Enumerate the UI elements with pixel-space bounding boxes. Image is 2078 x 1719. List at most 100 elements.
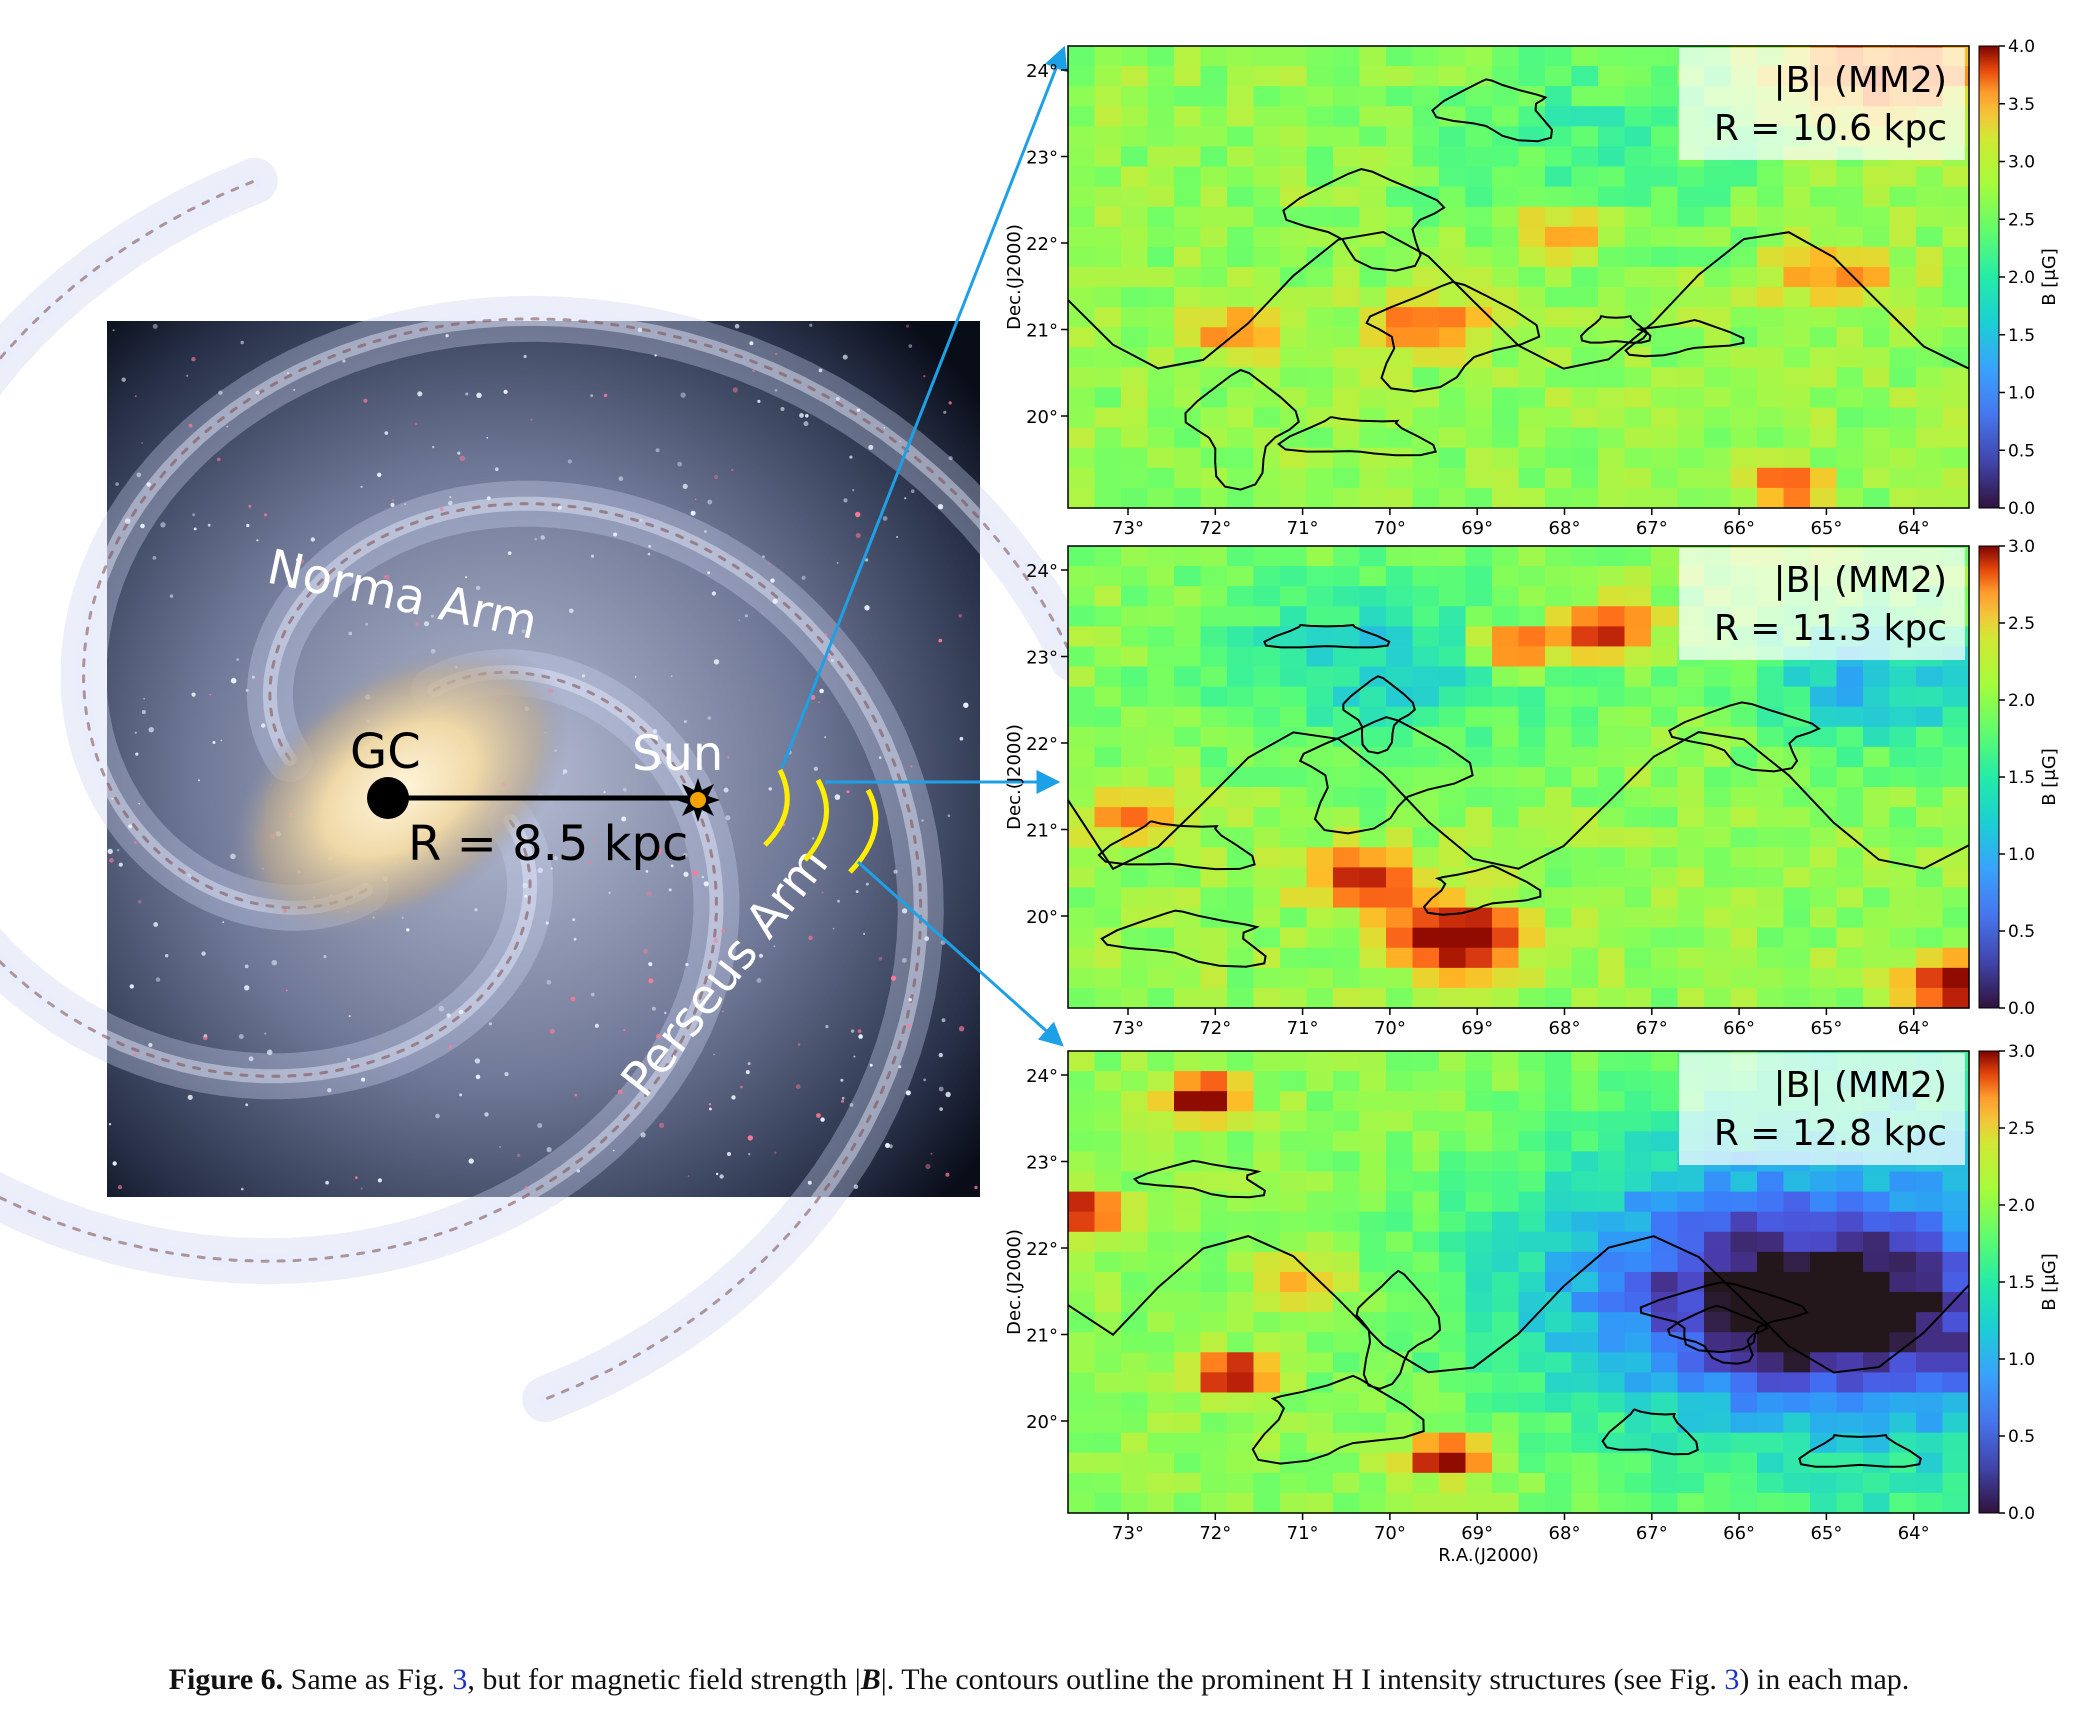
heatmap-cell [1253,186,1281,208]
star [220,739,223,742]
map-panel-1: 73° 72° 71° 70° 69° 68° 67° 66° 65° 64°24°23°22°2… [1004,37,2060,539]
heatmap-cell [1121,726,1149,748]
heatmap-cell [1545,1312,1573,1333]
heatmap-cell [1147,606,1175,627]
heatmap-cell [1598,1312,1626,1333]
heatmap-cell [1730,1372,1758,1394]
star [708,1103,712,1106]
heatmap-cell [1253,1372,1281,1394]
star [717,960,720,963]
heatmap-cell [1624,766,1652,788]
heatmap-cell [1598,1332,1626,1353]
heatmap-cell [1200,1492,1228,1514]
x-tick-label: 69° [1461,1523,1493,1544]
heatmap-cell [1571,1392,1599,1414]
heatmap-cell [1518,1231,1546,1253]
heatmap-cell [1147,407,1175,429]
heatmap-cell [1412,1492,1440,1514]
heatmap-cell [1545,206,1573,228]
heatmap-cell [1359,206,1387,228]
heatmap-cell [1200,1131,1228,1153]
star [780,407,785,411]
heatmap-cell [1280,827,1308,848]
heatmap-cell [1227,206,1255,228]
heatmap-cell [1545,1432,1573,1454]
heatmap-cell [1757,1191,1785,1213]
star [849,455,853,459]
heatmap-cell [1889,787,1917,808]
star [816,1113,821,1118]
heatmap-cell [1439,226,1467,248]
star [141,442,144,444]
heatmap-cell [1333,1312,1361,1333]
heatmap-cell [1068,646,1096,668]
heatmap-cell [1386,1271,1414,1293]
heatmap-cell [1704,467,1732,489]
heatmap-cell [1439,347,1467,368]
heatmap-cell [1598,447,1626,469]
heatmap-cell [1836,1492,1864,1514]
heatmap-cell [1359,1251,1387,1273]
heatmap-cell [1545,407,1573,429]
heatmap-cell [1545,307,1573,328]
heatmap-cell [1068,407,1096,429]
heatmap-cell [1571,1111,1599,1132]
heatmap-cell [1757,1372,1785,1394]
star [459,455,466,462]
heatmap-cell [1094,347,1122,368]
heatmap-cell [1200,106,1228,127]
star [857,1029,862,1033]
heatmap-cell [1889,1251,1917,1273]
heatmap-cell [1757,307,1785,328]
heatmap-cell [1942,1231,1970,1253]
heatmap-cell [1094,1492,1122,1514]
heatmap-cell [1386,186,1414,208]
heatmap-cell [1518,166,1546,188]
star [245,689,249,692]
y-tick-label: 22° [1026,234,1058,255]
star [837,899,840,903]
heatmap-cell [1465,1432,1493,1454]
heatmap-cell [1386,407,1414,429]
heatmap-cell [1492,927,1520,949]
heatmap-cell [1439,387,1467,409]
heatmap-cell [1147,347,1175,368]
heatmap-cell [1333,827,1361,848]
heatmap-cell [1439,146,1467,168]
heatmap-cell [1412,686,1440,708]
star [747,1062,751,1066]
caption-ref-2[interactable]: 3 [1724,1663,1740,1696]
heatmap-cell [1359,226,1387,248]
heatmap-cell [1200,226,1228,248]
y-tick-label: 24° [1026,61,1058,82]
colorbar-tick-label: 2.5 [2008,210,2035,230]
heatmap-cell [1889,1352,1917,1373]
heatmap-cell [1439,467,1467,489]
colorbar-label: B [μG] [2039,748,2060,806]
heatmap-cell [1651,787,1679,808]
heatmap-cell [1598,46,1626,67]
heatmap-cell [1651,726,1679,748]
heatmap-cell [1492,726,1520,748]
heatmap-cell [1386,266,1414,288]
heatmap-cell [1306,746,1334,768]
heatmap-cell [1942,766,1970,788]
heatmap-cell [1068,787,1096,808]
heatmap-cell [1836,726,1864,748]
heatmap-cell [1492,1131,1520,1153]
star [545,921,549,925]
heatmap-cell [1916,1432,1944,1454]
heatmap-cell [1068,86,1096,107]
heatmap-cell [1412,1251,1440,1273]
heatmap-cell [1227,947,1255,969]
heatmap-cell [1810,1292,1838,1313]
map-frame [1067,1050,1970,1514]
heatmap-cell [1147,1231,1175,1253]
heatmap-cell [1359,487,1387,509]
heatmap-cell [1624,467,1652,489]
star [772,598,778,604]
caption-ref-1[interactable]: 3 [452,1663,468,1696]
heatmap-cell [1253,447,1281,469]
heatmap-cell [1598,666,1626,688]
